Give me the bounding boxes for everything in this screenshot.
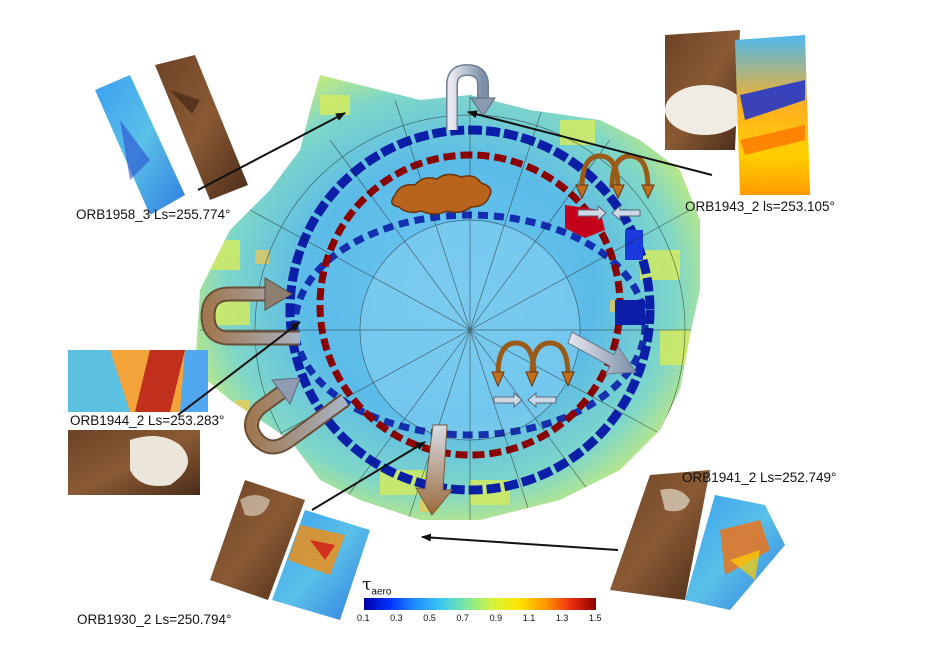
- cloud-icon: [391, 173, 492, 215]
- colorbar-tick-label: 0.9: [489, 613, 503, 623]
- colorbar-tick-label: 1.1: [522, 613, 536, 623]
- label-orb1958: ORB1958_3 Ls=255.774°: [76, 207, 231, 222]
- colorbar-tick-label: 1.5: [589, 613, 602, 623]
- convection-arcs-lower: [495, 340, 571, 376]
- inset-orb1930: [210, 480, 370, 620]
- convection-arcs-upper: [579, 153, 651, 189]
- outflow-arrow-down: [415, 424, 454, 516]
- label-orb1930: ORB1930_2 Ls=250.794°: [77, 612, 232, 627]
- left-uturn-arrow-upper: [200, 277, 300, 346]
- label-orb1943: ORB1943_2 ls=253.105°: [685, 199, 835, 214]
- label-orb1944: ORB1944_2 Ls=253.283°: [70, 413, 225, 428]
- pointer-arrows: [177, 110, 713, 551]
- colorbar-tick-label: 1.3: [555, 613, 569, 623]
- top-uturn-arrow: [446, 63, 496, 130]
- colorbar-tick-label: 0.3: [390, 613, 403, 623]
- polar-map: [195, 75, 700, 520]
- inset-orb1958: [95, 55, 248, 215]
- left-uturn-arrow-lower: [244, 377, 350, 455]
- colorbar: [364, 598, 596, 610]
- label-orb1941: ORB1941_2 Ls=252.749°: [682, 470, 837, 485]
- colorbar-tick-label: 0.7: [456, 613, 469, 623]
- colorbar-title: τaero: [362, 575, 392, 598]
- outflow-arrow-right: [567, 331, 637, 375]
- colorbar-tick-label: 0.5: [423, 613, 436, 623]
- inset-orb1941: [610, 470, 785, 610]
- converging-arrows-lower: [493, 391, 557, 409]
- inset-orb1943: [665, 30, 810, 195]
- colorbar-tick-label: 0.1: [357, 613, 370, 623]
- converging-arrows-upper: [577, 204, 641, 222]
